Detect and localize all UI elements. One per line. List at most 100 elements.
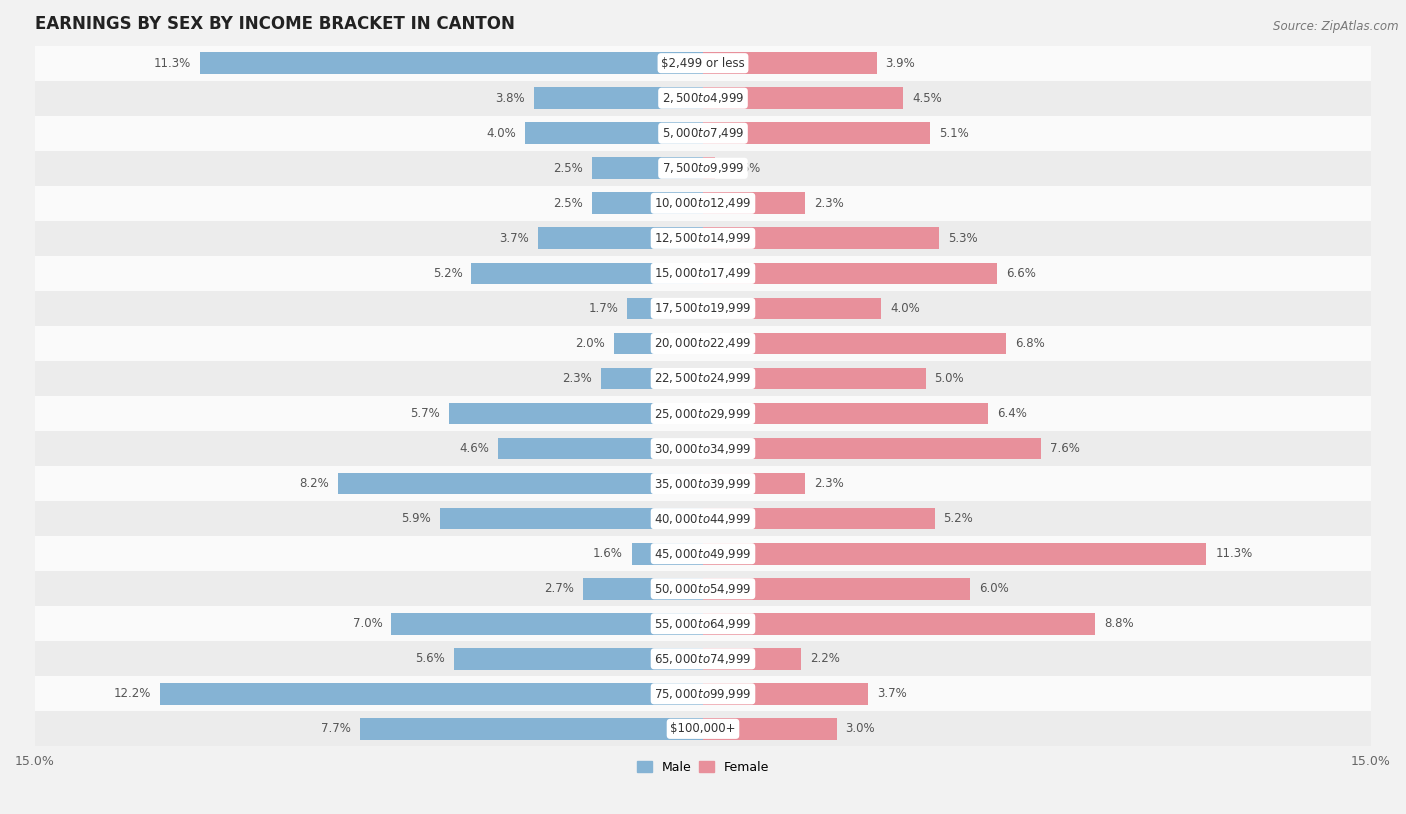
Text: 5.7%: 5.7% bbox=[411, 407, 440, 420]
Text: 3.7%: 3.7% bbox=[877, 687, 907, 700]
Bar bbox=[35, 361, 1371, 396]
Text: $2,500 to $4,999: $2,500 to $4,999 bbox=[662, 91, 744, 105]
Text: $25,000 to $29,999: $25,000 to $29,999 bbox=[654, 406, 752, 421]
Bar bbox=[703, 403, 988, 424]
Bar bbox=[35, 221, 1371, 256]
Text: $22,500 to $24,999: $22,500 to $24,999 bbox=[654, 371, 752, 386]
Bar bbox=[703, 543, 1206, 565]
Legend: Male, Female: Male, Female bbox=[631, 755, 775, 779]
Bar bbox=[35, 186, 1371, 221]
Bar bbox=[160, 683, 703, 705]
Bar bbox=[703, 508, 935, 529]
Bar bbox=[35, 291, 1371, 326]
Text: $30,000 to $34,999: $30,000 to $34,999 bbox=[654, 441, 752, 456]
Text: 6.4%: 6.4% bbox=[997, 407, 1026, 420]
Bar bbox=[35, 46, 1371, 81]
Bar bbox=[35, 151, 1371, 186]
Text: 6.8%: 6.8% bbox=[1015, 337, 1045, 350]
Bar bbox=[35, 466, 1371, 501]
Text: 1.7%: 1.7% bbox=[589, 302, 619, 315]
Text: 6.6%: 6.6% bbox=[1005, 267, 1036, 280]
Bar bbox=[614, 333, 703, 354]
Bar bbox=[592, 192, 703, 214]
Text: $2,499 or less: $2,499 or less bbox=[661, 57, 745, 70]
Bar bbox=[703, 122, 931, 144]
Text: 1.6%: 1.6% bbox=[593, 547, 623, 560]
Text: 8.2%: 8.2% bbox=[299, 477, 329, 490]
Text: $7,500 to $9,999: $7,500 to $9,999 bbox=[662, 161, 744, 175]
Text: 2.7%: 2.7% bbox=[544, 582, 574, 595]
Bar bbox=[703, 157, 714, 179]
Text: $5,000 to $7,499: $5,000 to $7,499 bbox=[662, 126, 744, 140]
Text: 2.0%: 2.0% bbox=[575, 337, 605, 350]
Bar bbox=[440, 508, 703, 529]
Bar bbox=[534, 87, 703, 109]
Text: Source: ZipAtlas.com: Source: ZipAtlas.com bbox=[1274, 20, 1399, 33]
Bar bbox=[35, 501, 1371, 536]
Text: $15,000 to $17,499: $15,000 to $17,499 bbox=[654, 266, 752, 280]
Bar bbox=[703, 333, 1005, 354]
Text: 2.3%: 2.3% bbox=[814, 197, 844, 210]
Text: 3.7%: 3.7% bbox=[499, 232, 529, 245]
Text: 5.6%: 5.6% bbox=[415, 652, 444, 665]
Bar bbox=[337, 473, 703, 494]
Text: 3.9%: 3.9% bbox=[886, 57, 915, 70]
Text: 3.8%: 3.8% bbox=[495, 92, 524, 105]
Text: 11.3%: 11.3% bbox=[1215, 547, 1253, 560]
Bar bbox=[703, 473, 806, 494]
Bar bbox=[35, 711, 1371, 746]
Text: 2.2%: 2.2% bbox=[810, 652, 839, 665]
Bar bbox=[703, 613, 1095, 635]
Bar bbox=[35, 676, 1371, 711]
Text: $17,500 to $19,999: $17,500 to $19,999 bbox=[654, 301, 752, 316]
Text: $10,000 to $12,499: $10,000 to $12,499 bbox=[654, 196, 752, 210]
Text: 5.0%: 5.0% bbox=[935, 372, 965, 385]
Text: $12,500 to $14,999: $12,500 to $14,999 bbox=[654, 231, 752, 245]
Text: 5.9%: 5.9% bbox=[402, 512, 432, 525]
Text: $20,000 to $22,499: $20,000 to $22,499 bbox=[654, 336, 752, 351]
Bar bbox=[703, 368, 925, 389]
Text: 5.2%: 5.2% bbox=[943, 512, 973, 525]
Bar bbox=[703, 298, 882, 319]
Text: 4.5%: 4.5% bbox=[912, 92, 942, 105]
Bar bbox=[449, 403, 703, 424]
Bar bbox=[200, 52, 703, 74]
Bar bbox=[391, 613, 703, 635]
Text: 5.3%: 5.3% bbox=[948, 232, 977, 245]
Bar bbox=[703, 438, 1042, 459]
Text: 8.8%: 8.8% bbox=[1104, 617, 1133, 630]
Text: 6.0%: 6.0% bbox=[979, 582, 1010, 595]
Bar bbox=[471, 263, 703, 284]
Bar bbox=[703, 578, 970, 600]
Bar bbox=[703, 52, 877, 74]
Text: $75,000 to $99,999: $75,000 to $99,999 bbox=[654, 687, 752, 701]
Bar bbox=[627, 298, 703, 319]
Bar bbox=[600, 368, 703, 389]
Bar bbox=[35, 396, 1371, 431]
Text: 12.2%: 12.2% bbox=[114, 687, 150, 700]
Text: $40,000 to $44,999: $40,000 to $44,999 bbox=[654, 512, 752, 526]
Text: 4.0%: 4.0% bbox=[890, 302, 920, 315]
Bar bbox=[703, 683, 868, 705]
Bar bbox=[703, 718, 837, 740]
Bar bbox=[454, 648, 703, 670]
Bar bbox=[538, 227, 703, 249]
Text: 5.1%: 5.1% bbox=[939, 127, 969, 140]
Bar bbox=[35, 641, 1371, 676]
Text: EARNINGS BY SEX BY INCOME BRACKET IN CANTON: EARNINGS BY SEX BY INCOME BRACKET IN CAN… bbox=[35, 15, 515, 33]
Text: $50,000 to $54,999: $50,000 to $54,999 bbox=[654, 582, 752, 596]
Bar bbox=[35, 536, 1371, 571]
Text: 0.26%: 0.26% bbox=[724, 162, 761, 175]
Text: $55,000 to $64,999: $55,000 to $64,999 bbox=[654, 617, 752, 631]
Bar bbox=[35, 116, 1371, 151]
Text: 7.7%: 7.7% bbox=[322, 722, 352, 735]
Bar bbox=[582, 578, 703, 600]
Bar bbox=[703, 227, 939, 249]
Bar bbox=[35, 606, 1371, 641]
Text: $65,000 to $74,999: $65,000 to $74,999 bbox=[654, 652, 752, 666]
Bar bbox=[35, 571, 1371, 606]
Bar bbox=[35, 326, 1371, 361]
Text: 2.3%: 2.3% bbox=[562, 372, 592, 385]
Bar bbox=[524, 122, 703, 144]
Text: 11.3%: 11.3% bbox=[153, 57, 191, 70]
